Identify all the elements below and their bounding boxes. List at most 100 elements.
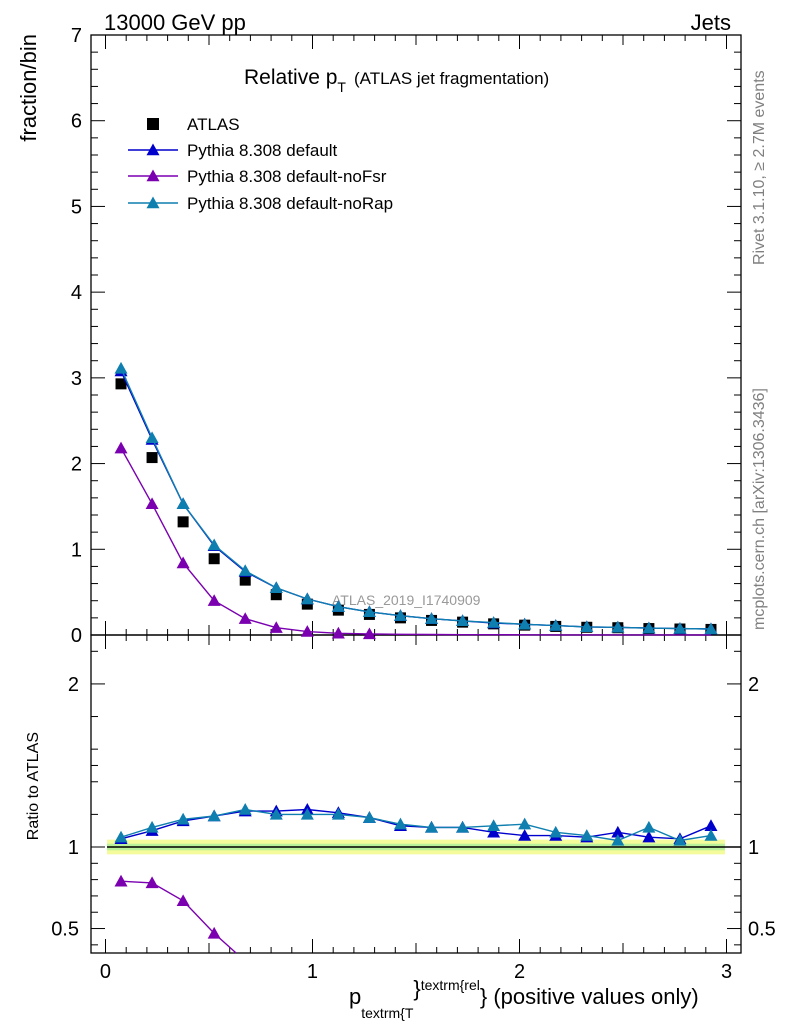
series-marker <box>176 497 190 510</box>
xlabel-brace: } <box>413 976 420 1001</box>
ratio-ytick-label: 1 <box>68 837 79 859</box>
ratio-series-marker <box>362 811 376 823</box>
data-point <box>270 589 282 601</box>
legend-entry: Pythia 8.308 default-noFsr <box>128 167 387 186</box>
ratio-series-marker <box>642 820 656 833</box>
data-point <box>146 452 158 464</box>
series-marker <box>114 441 128 454</box>
series-marker <box>176 556 190 569</box>
ratio-series-marker <box>300 807 314 820</box>
xlabel-sub: textrm{T <box>361 1005 414 1021</box>
xlabel-sup: textrm{rel <box>421 977 480 993</box>
ratio-series-marker <box>393 817 407 830</box>
series-marker <box>393 609 407 621</box>
legend-entry: Pythia 8.308 default <box>128 141 338 160</box>
legend-label: Pythia 8.308 default-noRap <box>187 194 393 213</box>
series-marker <box>673 622 687 634</box>
series-marker <box>362 627 376 640</box>
ratio-series-marker <box>145 820 159 833</box>
main-ytick-label: 4 <box>71 282 82 304</box>
ratio-ytick-label-right: 1 <box>748 837 759 859</box>
ratio-series-marker <box>207 926 221 939</box>
mcplots-annotation: mcplots.cern.ch [arXiv:1306.3436] <box>751 388 768 630</box>
legend-marker-triangle <box>146 143 160 156</box>
series-marker <box>518 617 532 630</box>
ratio-series-marker <box>176 812 190 825</box>
ratio-series-marker <box>456 820 470 833</box>
data-point <box>239 574 251 586</box>
series-marker <box>331 626 345 639</box>
legend-entry: Pythia 8.308 default-noRap <box>128 194 393 213</box>
series-marker <box>331 600 345 612</box>
series-marker <box>145 431 159 444</box>
ratio-axis-ticks: 0.5 0.5 1 1 2 2 0 1 2 3 <box>51 635 776 983</box>
ratio-series-marker <box>549 825 563 838</box>
series-marker <box>207 594 221 606</box>
ratio-xtick-label: 3 <box>721 961 732 983</box>
series-marker <box>487 616 501 628</box>
ratio-ytick-label: 2 <box>68 674 79 696</box>
header-left: 13000 GeV pp <box>104 10 246 35</box>
ratio-series-marker <box>611 833 625 846</box>
ratio-series-marker <box>487 825 501 838</box>
header-right: Jets <box>691 10 731 35</box>
series-line <box>120 368 712 630</box>
series-pythia-8-308-default-nofsr <box>114 441 712 640</box>
legend-marker-square <box>147 118 159 130</box>
ratio-xtick-label: 0 <box>100 961 111 983</box>
main-ytick-label: 1 <box>71 539 82 561</box>
xlabel-tail: } (positive values only) <box>480 984 699 1009</box>
series-marker <box>114 361 128 374</box>
ratio-series-marker <box>331 807 345 820</box>
ratio-series-marker <box>518 817 532 830</box>
ratio-xtick-label: 1 <box>307 961 318 983</box>
ratio-series-marker <box>238 802 252 815</box>
ratio-series-marker <box>704 819 718 831</box>
ratio-ylabel: Ratio to ATLAS <box>25 732 42 840</box>
series-marker <box>269 621 283 633</box>
ratio-series-line <box>120 880 237 954</box>
legend: ATLAS Pythia 8.308 default Pythia 8.308 de… <box>128 115 393 213</box>
data-point <box>208 553 220 565</box>
title-main: Relative p <box>244 66 337 89</box>
title-paren: (ATLAS jet fragmentation) <box>354 69 549 88</box>
ratio-series-marker <box>145 876 159 889</box>
data-point <box>177 516 189 528</box>
title-sub: T <box>337 79 346 95</box>
main-axis-ticks: 0 1 2 3 4 5 6 7 <box>71 25 741 647</box>
ratio-series <box>114 802 718 954</box>
ratio-ytick-label: 0.5 <box>51 919 79 941</box>
series-marker <box>456 614 470 627</box>
analysis-watermark: ATLAS_2019_I1740909 <box>332 592 481 608</box>
legend-entry: ATLAS <box>147 115 240 134</box>
ratio-series-marker <box>704 829 718 841</box>
legend-label: Pythia 8.308 default-noFsr <box>187 167 387 186</box>
x-axis-label: ptextrm{T}textrm{rel} (positive values o… <box>349 976 699 1021</box>
series-marker <box>238 612 252 624</box>
series-marker <box>362 605 376 618</box>
series-marker <box>269 581 283 594</box>
series-marker <box>238 564 252 576</box>
data-point <box>115 378 127 390</box>
main-ytick-label: 5 <box>71 196 82 218</box>
series-marker <box>611 620 625 633</box>
series-marker <box>425 612 439 624</box>
ratio-series-marker <box>580 829 594 841</box>
ratio-series-pythia-8-308-default-norap <box>114 802 718 846</box>
series-pythia-8-308-default-norap <box>114 361 718 635</box>
main-ylabel: fraction/bin <box>16 34 41 142</box>
ratio-series-marker <box>642 830 656 843</box>
series-marker <box>642 621 656 634</box>
ratio-ytick-label-right: 0.5 <box>748 919 776 941</box>
legend-label: Pythia 8.308 default <box>187 141 338 160</box>
ratio-series-marker <box>487 819 501 831</box>
ratio-series-marker <box>207 809 221 822</box>
series-marker <box>549 619 563 631</box>
ratio-series-marker <box>176 894 190 907</box>
ratio-series-line <box>120 808 712 842</box>
series-marker <box>145 497 159 510</box>
ratio-xtick-label: 2 <box>514 961 525 983</box>
legend-marker-triangle <box>146 169 160 182</box>
ratio-series-marker <box>673 833 687 846</box>
